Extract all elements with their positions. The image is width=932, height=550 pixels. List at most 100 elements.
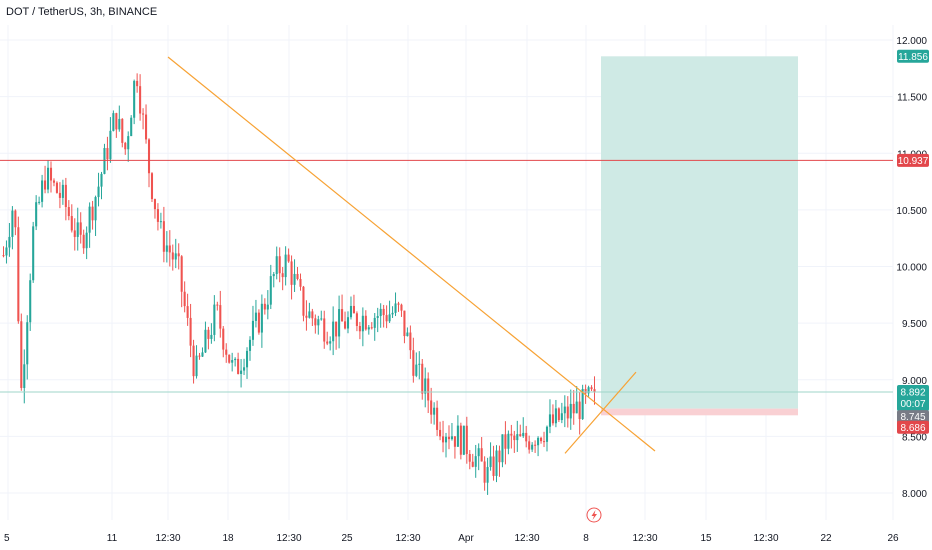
candle-body [376,316,379,318]
price-axis-label: 9.500 [902,319,927,330]
time-axis-label: 12:30 [276,533,301,544]
entry-price-badge [897,410,929,424]
candle-body [468,454,471,462]
candle-body [142,113,145,115]
candle-body [67,207,70,217]
candle-body [189,317,192,346]
time-axis-label: 12:30 [753,533,778,544]
candle-body [222,328,225,350]
candle-body [263,303,266,310]
candle-body [32,226,35,281]
candle-body [427,378,430,401]
candle-body [522,432,525,437]
drawing-lines[interactable] [0,56,893,454]
candle-body [495,450,498,476]
entry-price-label: 8.745 [900,412,925,423]
candle-body [335,321,338,337]
candle-body [338,309,341,337]
time-axis-label: 12:30 [395,533,420,544]
candle-body [456,425,459,447]
candle-body [537,437,540,446]
candle-body [346,317,350,329]
candle-body [112,113,115,131]
candle-body [406,332,409,337]
candle-body [168,245,171,253]
price-axis-label: 11.500 [897,93,927,104]
time-axis-label: 15 [700,533,712,544]
candle-body [504,434,507,449]
candle-body [551,414,554,424]
candle-body [284,254,287,278]
lightning-icon-bolt [591,510,597,520]
candle-body [275,256,278,275]
candle-body [409,332,412,351]
candle-body [251,320,255,340]
candle-body [159,221,162,223]
candle-body [29,280,32,323]
candle-body [109,130,112,160]
candle-body [8,236,11,248]
candle-body [358,325,361,332]
candle-body [269,276,272,305]
time-axis-label: 26 [887,533,899,544]
candle-body [118,118,121,130]
candle-body [192,345,195,377]
candle-body [248,339,252,351]
candle-body [103,148,106,174]
candle-body [58,192,61,198]
candle-body [323,318,326,342]
candle-body [299,279,302,287]
candle-body [332,321,335,342]
candle-body [198,355,201,357]
candle-body [228,354,231,363]
candle-body [26,322,29,365]
chart-title: DOT / TetherUS, 3h, BINANCE [6,6,158,18]
candle-body [41,180,44,202]
candle-body [391,312,394,315]
candle-body [507,433,510,449]
candle-body [240,370,243,374]
candle-body [156,209,159,222]
countdown-label: 00:07 [900,399,925,410]
candle-body [424,378,427,394]
candle-body [73,230,76,237]
candle-body [237,358,240,374]
candle-body [388,314,391,322]
candle-body [444,436,448,443]
time-axis-label: 25 [341,533,353,544]
candle-body [302,286,305,316]
candle-body [52,180,56,183]
candle-body [38,201,41,203]
time-axis-label: 5 [4,533,10,544]
candle-body [2,255,5,257]
candle-body [296,273,299,280]
candle-body [540,437,543,442]
candle-body [124,142,127,150]
candle-body [584,388,587,394]
candle-body [554,408,557,424]
candle-body [516,434,519,441]
stop-price-badge [897,420,929,434]
candle-body [462,425,465,455]
candle-body [317,319,320,326]
target-price-badge [897,49,929,63]
candle-body [145,114,148,140]
candle-body [341,309,344,322]
ascending-trendline [564,371,637,454]
candle-body [442,436,445,443]
candle-body [82,234,85,249]
candle-body [557,408,560,421]
candle-body [394,303,397,313]
candle-body [364,315,367,330]
time-axis[interactable]: 5 11 12:30 18 12:30 25 12:30 Apr 12:30 8 12:30 15 12… [4,533,899,544]
markers [586,507,602,523]
candle-body [272,274,275,277]
candle-body [20,321,23,388]
price-axis[interactable]: 8.0008.5009.0009.50010.00010.50011.00011… [896,36,929,500]
candle-body [480,448,483,462]
candle-body [453,436,456,447]
time-axis-label: 12:30 [632,533,657,544]
price-axis-label: 10.000 [896,263,927,274]
profit-zone [601,56,798,409]
